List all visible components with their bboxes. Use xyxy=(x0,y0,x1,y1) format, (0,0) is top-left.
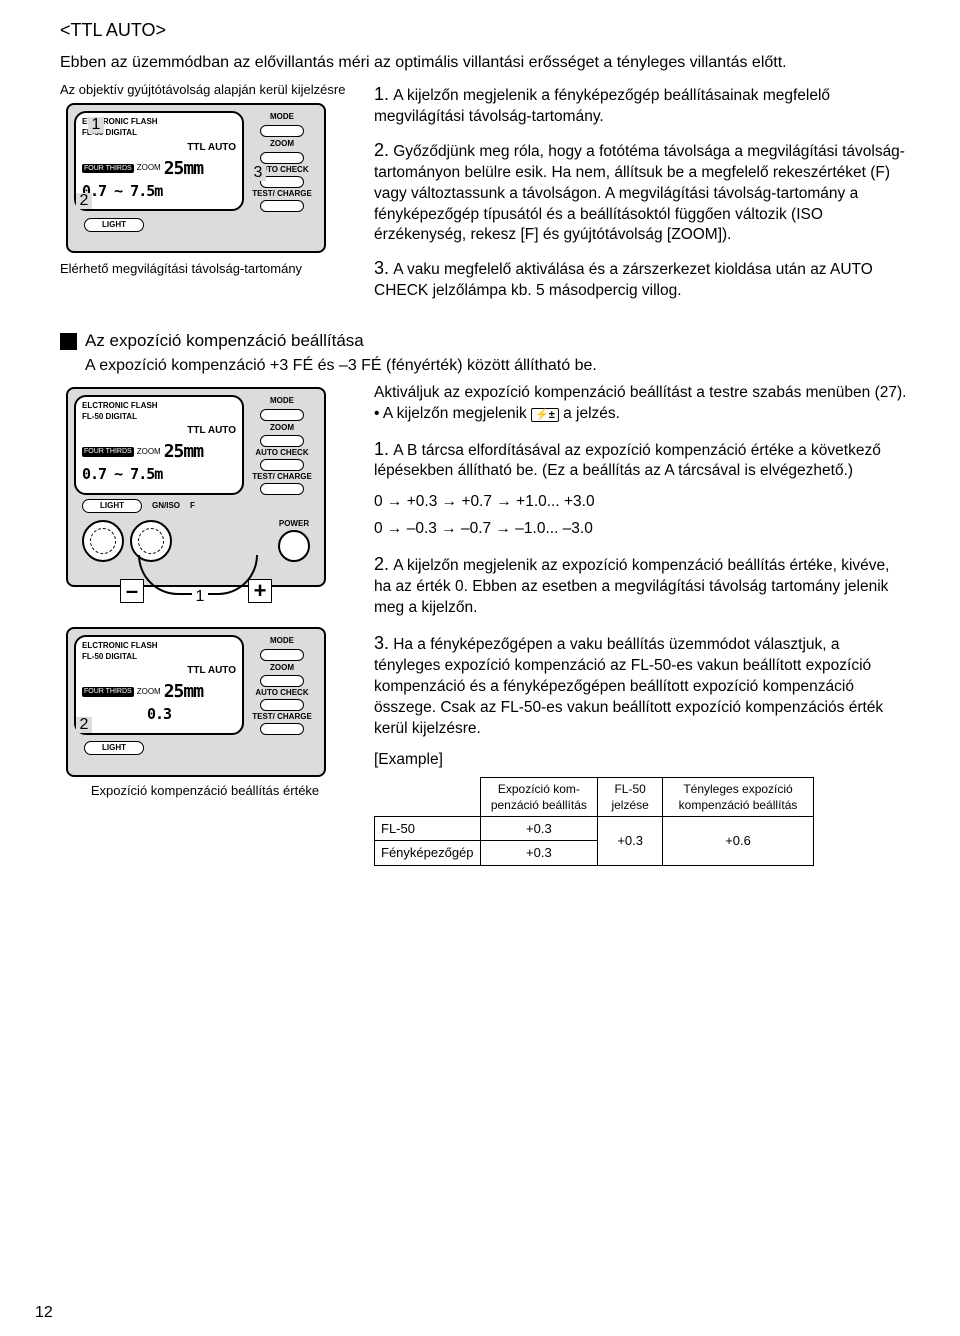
section-exposure-comp: Az expozíció kompenzáció beállítása xyxy=(60,330,910,353)
callout-2: 2 xyxy=(76,193,92,209)
mid-step-1: 1. A B tárcsa elfordításával az expozíci… xyxy=(374,437,910,483)
zoom-button[interactable] xyxy=(260,675,304,687)
sequence-positive: 0 → +0.3 → +0.7 → +1.0... +3.0 xyxy=(374,492,910,513)
step-2: 2. Győződjünk meg róla, hogy a fotótéma … xyxy=(374,138,910,247)
step-3: 3. A vaku megfelelő aktiválása és a zárs… xyxy=(374,256,910,302)
test-button[interactable] xyxy=(260,483,304,495)
light-button[interactable]: LIGHT xyxy=(84,218,144,232)
section-bullet-icon xyxy=(60,333,77,350)
minus-icon: – xyxy=(120,579,144,603)
mid-step-2: 2. A kijelzőn megjelenik az expozíció ko… xyxy=(374,552,910,619)
callout-2b: 2 xyxy=(76,717,92,733)
example-label: [Example] xyxy=(374,750,910,771)
exp-comp-caption: Expozíció kompenzáció beállítás értéke xyxy=(60,783,350,799)
power-button[interactable] xyxy=(278,530,310,562)
flash-unit-diagram-1: ELCTRONIC FLASHFL-50 DIGITAL TTL AUTO FO… xyxy=(66,103,326,253)
plus-icon: + xyxy=(248,579,272,603)
flash-pm-icon: ⚡± xyxy=(531,408,559,422)
sequence-negative: 0 → –0.3 → –0.7 → –1.0... –3.0 xyxy=(374,519,910,540)
table-header: Tényleges expozíció kompenzáció beállítá… xyxy=(663,777,814,816)
focal-length-label: Az objektív gyújtótávolság alapján kerül… xyxy=(60,82,350,98)
ttl-auto-label: TTL AUTO xyxy=(82,141,236,155)
mid-step-3: 3. Ha a fényképezőgépen a vaku beállítás… xyxy=(374,631,910,740)
test-button[interactable] xyxy=(260,200,304,212)
bullet-text: • A kijelzőn megjelenik ⚡± a jelzés. xyxy=(374,404,910,425)
example-table: Expozíció kom-penzáció beállítás FL-50 j… xyxy=(374,777,814,866)
zoom-value: 25mm xyxy=(164,157,203,181)
light-button[interactable]: LIGHT xyxy=(84,741,144,755)
fourthirds-badge: FOUR THIRDS xyxy=(82,164,134,173)
callout-3: 3 xyxy=(250,165,266,181)
table-row: FL-50 +0.3 +0.3 +0.6 xyxy=(375,816,814,841)
callout-1b: 1 xyxy=(192,589,208,605)
section-subtitle: A expozíció kompenzáció +3 FÉ és –3 FÉ (… xyxy=(85,355,910,377)
page-title: <TTL AUTO> xyxy=(60,18,910,42)
activate-text: Aktiváljuk az expozíció kompenzáció beál… xyxy=(374,383,910,404)
autocheck-button[interactable] xyxy=(260,459,304,471)
mode-button[interactable] xyxy=(260,125,304,137)
mode-button[interactable] xyxy=(260,649,304,661)
step-1: 1. A kijelzőn megjelenik a fényképezőgép… xyxy=(374,82,910,128)
callout-1: 1 xyxy=(88,117,104,133)
comp-value: 0.3 xyxy=(82,704,236,724)
test-button[interactable] xyxy=(260,723,304,735)
autocheck-button[interactable] xyxy=(260,699,304,711)
zoom-button[interactable] xyxy=(260,435,304,447)
range-caption: Elérhető megvilágítási távolság-tartomán… xyxy=(60,261,350,277)
dial-a[interactable] xyxy=(82,520,124,562)
autocheck-button[interactable] xyxy=(260,176,304,188)
zoom-button[interactable] xyxy=(260,152,304,164)
intro-text: Ebben az üzemmódban az elővillantás méri… xyxy=(60,52,910,74)
mode-button[interactable] xyxy=(260,409,304,421)
table-header: Expozíció kom-penzáció beállítás xyxy=(480,777,598,816)
light-button[interactable]: LIGHT xyxy=(82,499,142,513)
flash-unit-diagram-3: ELCTRONIC FLASHFL-50 DIGITAL TTL AUTO FO… xyxy=(66,627,326,777)
flash-unit-diagram-2: ELCTRONIC FLASHFL-50 DIGITAL TTL AUTO FO… xyxy=(66,387,326,587)
page-number: 12 xyxy=(35,1302,53,1324)
range-value: 0.7 ~ 7.5m xyxy=(82,181,236,201)
table-header: FL-50 jelzése xyxy=(598,777,663,816)
